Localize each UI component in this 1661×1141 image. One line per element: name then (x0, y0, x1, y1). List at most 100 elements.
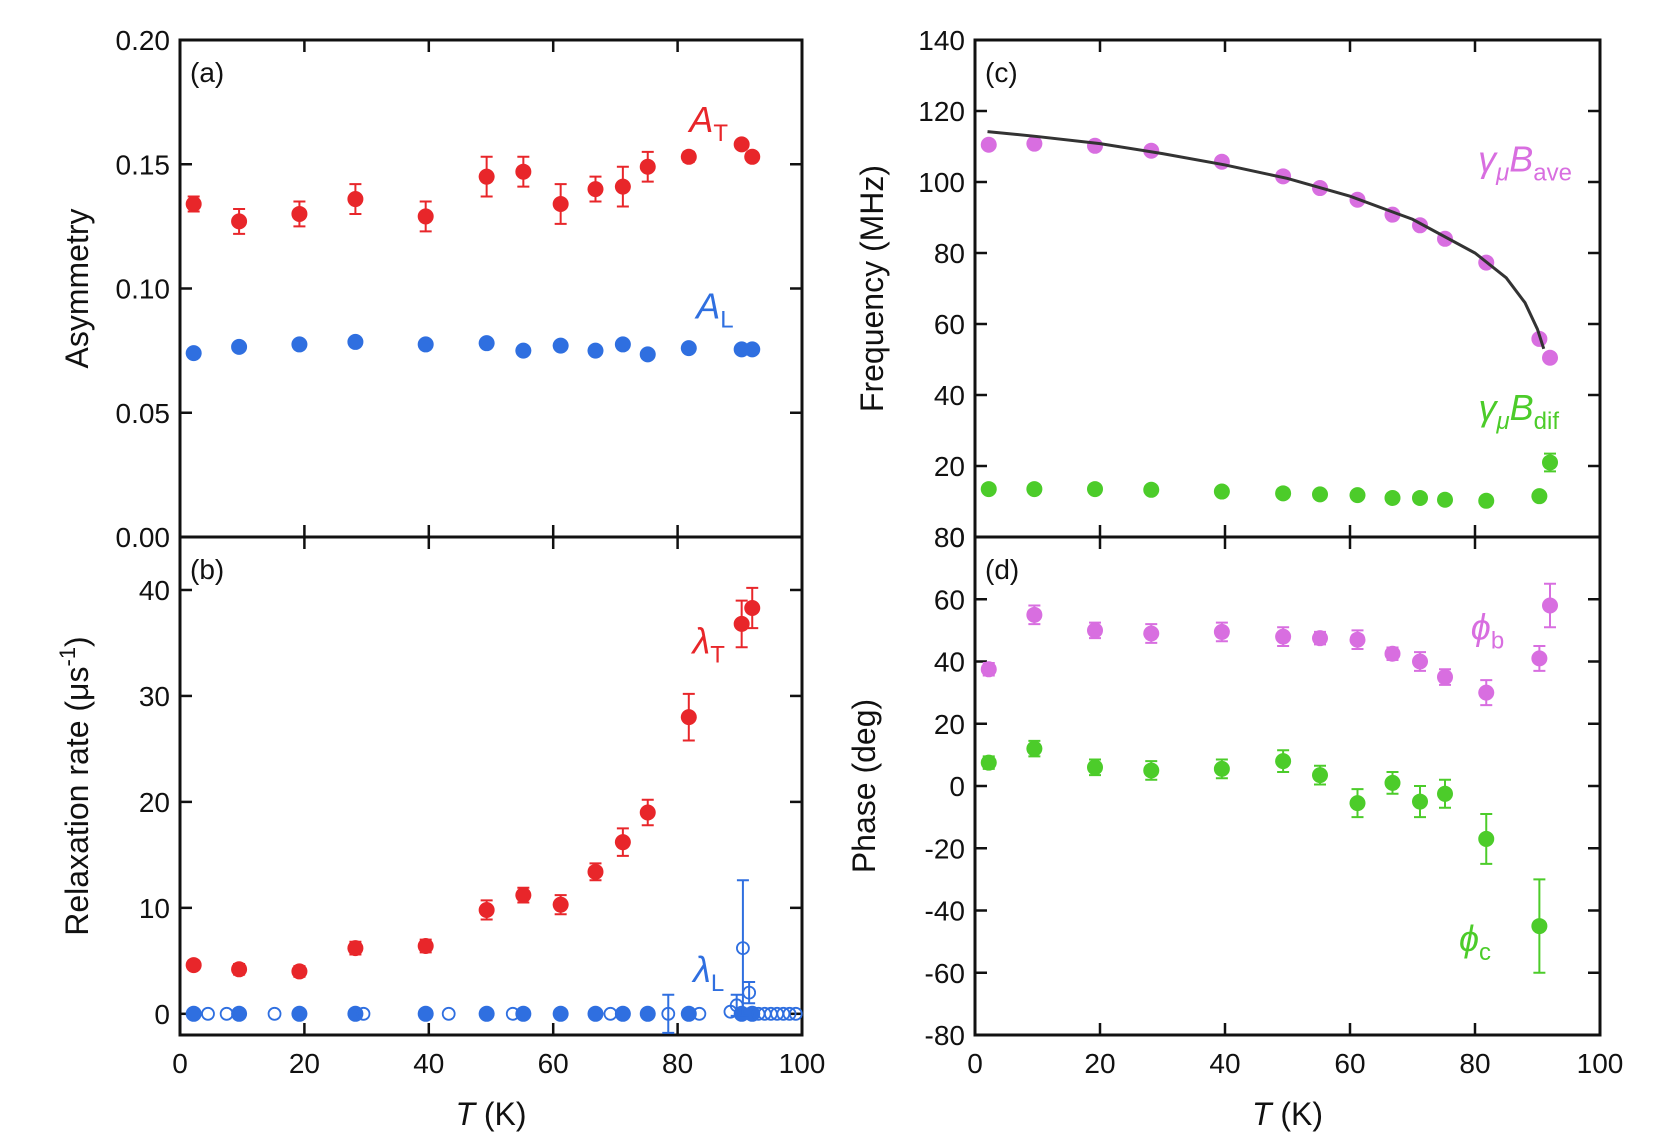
label-part: T (710, 642, 725, 669)
data-point (614, 1005, 631, 1022)
y-tick-label: 0.10 (116, 274, 171, 305)
data-point (587, 342, 604, 359)
data-point (744, 341, 761, 358)
data-point (788, 1006, 803, 1021)
series-label: ϕc (1459, 918, 1491, 966)
data-point (680, 340, 697, 357)
data-point (1026, 135, 1043, 152)
data-point (603, 1006, 618, 1021)
data-point (1275, 485, 1292, 502)
plot-frame (973, 38, 1602, 539)
panel-label: (c) (985, 57, 1018, 88)
data-point (1478, 492, 1495, 509)
label-part: Frequency (MHz) (854, 165, 890, 412)
label-part: (K) (1272, 1096, 1324, 1132)
fit-line (987, 130, 1546, 350)
data-point (185, 957, 202, 974)
data-point (736, 941, 750, 956)
data-point (1213, 623, 1230, 640)
data-point (267, 1006, 282, 1021)
x-tick-label: 100 (1577, 1048, 1624, 1079)
data-point (478, 335, 495, 352)
data-point (1143, 762, 1160, 779)
x-tick-label: 60 (538, 1048, 569, 1079)
data-point (1531, 918, 1548, 935)
label-part: γ (1478, 387, 1498, 428)
data-point (291, 336, 308, 353)
label-part: A (687, 99, 713, 140)
label-part: Asymmetry (59, 209, 95, 369)
x-tick-label: 40 (1209, 1048, 1240, 1079)
data-point (980, 481, 997, 498)
data-point (1087, 481, 1103, 498)
y-axis-label: Frequency (MHz) (854, 165, 890, 412)
data-point (417, 937, 434, 954)
y-tick-label: 80 (934, 522, 965, 553)
data-point (1213, 483, 1230, 500)
x-tick-label: 20 (1084, 1048, 1115, 1079)
series-label: AT (687, 99, 728, 147)
data-point (1213, 760, 1230, 777)
error-bar (662, 993, 675, 1034)
data-point (744, 599, 761, 616)
label-part: b (1491, 628, 1504, 655)
data-point (639, 158, 656, 175)
x-tick-label: 80 (662, 1048, 693, 1079)
data-point (587, 1005, 604, 1022)
plot-frame (178, 535, 804, 1037)
x-axis-label: T (K) (1252, 1096, 1323, 1132)
label-part: c (1479, 939, 1491, 966)
data-point (347, 940, 364, 957)
data-point (231, 1005, 248, 1022)
data-point (1412, 793, 1428, 810)
data-point (782, 1006, 797, 1021)
data-point (1412, 653, 1428, 670)
data-point (231, 961, 248, 978)
x-tick-label: 60 (1334, 1048, 1365, 1079)
data-point (515, 163, 532, 180)
data-point (291, 1005, 308, 1022)
data-point (478, 901, 495, 918)
data-point (1542, 454, 1558, 471)
panel-label: (d) (985, 554, 1019, 585)
data-point (1437, 669, 1453, 686)
series-label: γμBdif (1478, 387, 1559, 435)
label-part: μ (1495, 159, 1509, 186)
y-tick-label: 0.20 (116, 25, 171, 56)
data-point (587, 181, 604, 198)
series-label: λL (691, 949, 724, 997)
label-part: ave (1533, 159, 1572, 186)
y-tick-label: 100 (918, 167, 965, 198)
data-point (614, 336, 631, 353)
data-point (742, 985, 757, 1000)
data-point (441, 1006, 456, 1021)
label-part: T (713, 120, 728, 147)
data-point (1087, 759, 1103, 776)
data-point (1384, 645, 1401, 662)
data-point (201, 1006, 215, 1021)
data-point (417, 208, 434, 225)
panel-label: (a) (190, 57, 224, 88)
data-point (505, 1006, 520, 1021)
series-label: AL (694, 285, 733, 333)
data-point (1531, 650, 1548, 667)
y-tick-label: 40 (934, 380, 965, 411)
y-axis-label: Phase (deg) (846, 699, 882, 873)
series-label: ϕb (1471, 607, 1504, 655)
data-point (1087, 622, 1103, 639)
data-point (1312, 486, 1328, 503)
data-point (614, 178, 631, 195)
data-point (614, 834, 631, 851)
data-point (733, 136, 750, 153)
data-point (1384, 489, 1401, 506)
data-point (347, 333, 364, 350)
data-point (1312, 767, 1328, 784)
data-point (1437, 785, 1453, 802)
data-point (1349, 487, 1366, 504)
data-point (231, 213, 248, 230)
data-point (1478, 830, 1495, 847)
data-point (478, 1005, 495, 1022)
y-tick-label: 0.15 (116, 149, 171, 180)
data-point (1349, 631, 1366, 648)
label-part: λ (691, 621, 711, 662)
